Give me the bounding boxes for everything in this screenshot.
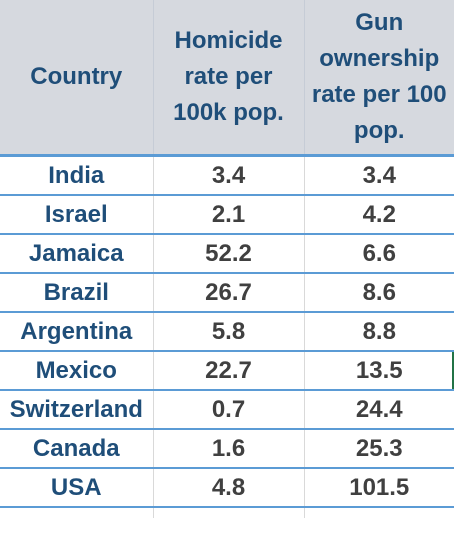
cell-country[interactable]: Brazil xyxy=(0,273,153,313)
cell-homicide-rate[interactable]: 1.6 xyxy=(152,429,304,469)
cell-gun-ownership-rate[interactable]: 101.5 xyxy=(303,468,454,508)
table-row: India 3.4 3.4 xyxy=(0,155,454,196)
cell-country[interactable]: USA xyxy=(0,468,153,508)
cell-gun-ownership-rate[interactable]: 13.5 xyxy=(303,351,454,391)
cell-country[interactable]: Mexico xyxy=(0,351,153,391)
cell-country[interactable]: Israel xyxy=(0,195,153,235)
cell-gun-ownership-rate[interactable]: 4.2 xyxy=(303,195,454,235)
header-homicide-rate: Homicide rate per 100k pop. xyxy=(152,0,304,157)
cell-homicide-rate[interactable]: 0.7 xyxy=(152,390,304,430)
cell-gun-ownership-rate[interactable]: 24.4 xyxy=(303,390,454,430)
data-table: Country Homicide rate per 100k pop. Gun … xyxy=(0,0,454,518)
cell-gun-ownership-rate[interactable]: 8.6 xyxy=(303,273,454,313)
cell-country[interactable]: India xyxy=(0,155,153,196)
cell-homicide-rate[interactable]: 26.7 xyxy=(152,273,304,313)
table-row: Jamaica 52.2 6.6 xyxy=(0,234,454,274)
cell-gun-ownership-rate[interactable]: 3.4 xyxy=(303,155,454,196)
table-row: Switzerland 0.7 24.4 xyxy=(0,390,454,430)
empty-cell[interactable] xyxy=(303,507,454,518)
header-gun-ownership-rate: Gun ownership rate per 100 pop. xyxy=(303,0,454,157)
cell-gun-ownership-rate[interactable]: 6.6 xyxy=(303,234,454,274)
empty-cell[interactable] xyxy=(152,507,304,518)
cell-homicide-rate[interactable]: 5.8 xyxy=(152,312,304,352)
cell-homicide-rate[interactable]: 22.7 xyxy=(152,351,304,391)
cell-gun-ownership-rate[interactable]: 25.3 xyxy=(303,429,454,469)
table-row: USA 4.8 101.5 xyxy=(0,468,454,508)
cell-country[interactable]: Argentina xyxy=(0,312,153,352)
table-row: Canada 1.6 25.3 xyxy=(0,429,454,469)
cell-homicide-rate[interactable]: 4.8 xyxy=(152,468,304,508)
cell-gun-ownership-rate[interactable]: 8.8 xyxy=(303,312,454,352)
header-row: Country Homicide rate per 100k pop. Gun … xyxy=(0,0,454,157)
table-row: Argentina 5.8 8.8 xyxy=(0,312,454,352)
cell-country[interactable]: Switzerland xyxy=(0,390,153,430)
table-row: Brazil 26.7 8.6 xyxy=(0,273,454,313)
empty-cell[interactable] xyxy=(0,507,153,518)
cell-country[interactable]: Jamaica xyxy=(0,234,153,274)
table-row: Israel 2.1 4.2 xyxy=(0,195,454,235)
cell-homicide-rate[interactable]: 2.1 xyxy=(152,195,304,235)
table-row: Mexico 22.7 13.5 xyxy=(0,351,454,391)
cell-homicide-rate[interactable]: 3.4 xyxy=(152,155,304,196)
cell-country[interactable]: Canada xyxy=(0,429,153,469)
empty-row xyxy=(0,507,454,518)
cell-homicide-rate[interactable]: 52.2 xyxy=(152,234,304,274)
header-country: Country xyxy=(0,0,153,157)
